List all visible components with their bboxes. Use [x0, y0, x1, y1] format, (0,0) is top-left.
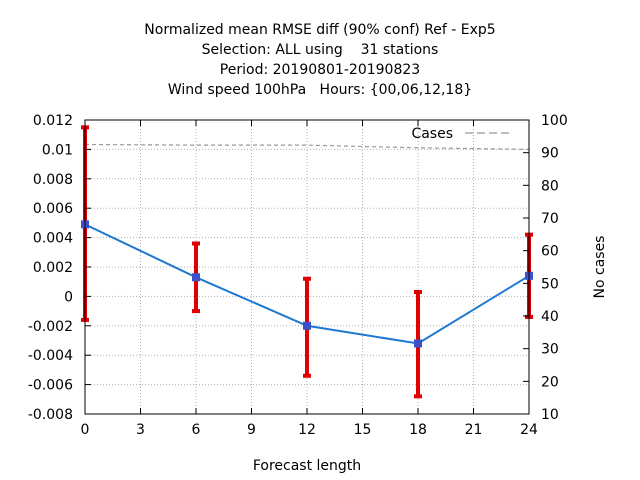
chart-title-line-4: Wind speed 100hPa Hours: {00,06,12,18} [167, 82, 473, 98]
legend: Cases [411, 126, 511, 142]
y2-tick-label: 30 [541, 342, 559, 358]
x-tick-label: 0 [81, 422, 90, 438]
y2-tick-label: 90 [541, 146, 559, 162]
cases-line [84, 143, 530, 150]
y2-tick-label: 50 [541, 276, 559, 292]
y2-tick-label: 70 [541, 211, 559, 227]
axis-labels: 0 3 6 9 12 15 18 21 24 -0.008 -0.006 -0.004 -0.002 0 0… [28, 113, 608, 474]
y2-tick-label: 40 [541, 309, 559, 325]
y-tick-label: 0.01 [42, 142, 73, 158]
y2-tick-label: 20 [541, 374, 559, 390]
y2-axis-label: No cases [592, 236, 608, 299]
legend-label-cases: Cases [411, 126, 453, 142]
y2-tick-label: 60 [541, 244, 559, 260]
chart-title-line-3: Period: 20190801-20190823 [219, 62, 421, 78]
x-tick-label: 3 [136, 422, 145, 438]
chart-title-line-1: Normalized mean RMSE diff (90% conf) Ref… [144, 22, 496, 38]
x-tick-label: 9 [247, 422, 256, 438]
chart-title-line-2: Selection: ALL using 31 stations [201, 42, 439, 58]
x-tick-label: 6 [192, 422, 201, 438]
data-point [192, 273, 200, 282]
x-tick-label: 18 [409, 422, 427, 438]
x-tick-label: 15 [354, 422, 372, 438]
x-tick-label: 21 [465, 422, 483, 438]
cases-series [84, 143, 530, 150]
y-tick-label: 0.004 [33, 231, 73, 247]
y-tick-label: -0.004 [28, 348, 73, 364]
axis-ticks [84, 119, 530, 415]
y-tick-label: 0 [64, 289, 73, 305]
y2-tick-label: 100 [541, 113, 568, 129]
data-point [303, 321, 311, 330]
x-tick-label: 12 [298, 422, 316, 438]
y-tick-label: 0.002 [33, 260, 73, 276]
y2-tick-label: 80 [541, 178, 559, 194]
y2-tick-label: 10 [541, 407, 559, 423]
x-tick-label: 24 [520, 422, 538, 438]
y-tick-label: 0.006 [33, 201, 73, 217]
data-point [414, 339, 422, 348]
y-tick-label: -0.008 [28, 407, 73, 423]
y-tick-label: -0.002 [28, 319, 73, 335]
x-axis-label: Forecast length [253, 458, 361, 474]
y-tick-label: -0.006 [28, 378, 73, 394]
y-tick-label: 0.008 [33, 172, 73, 188]
y-tick-label: 0.012 [33, 113, 73, 129]
